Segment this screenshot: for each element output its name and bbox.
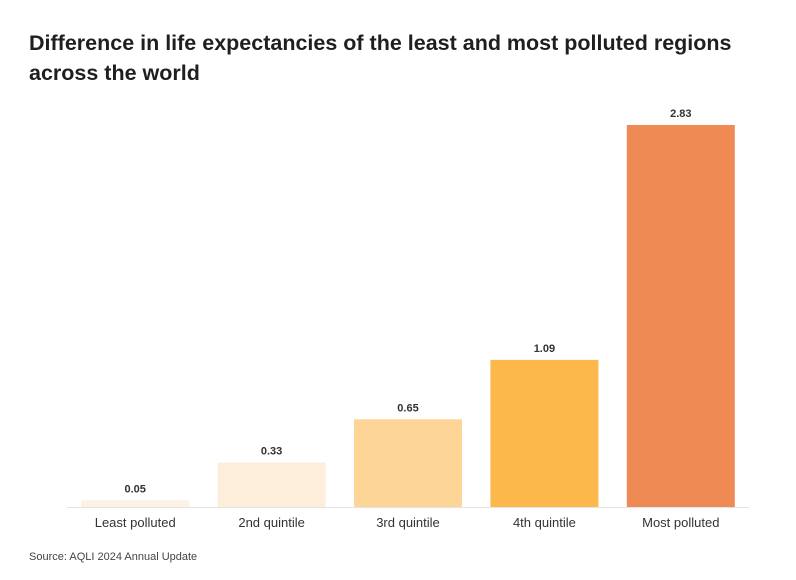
x-tick-label: Least polluted <box>95 515 176 530</box>
chart-title: Difference in life expectancies of the l… <box>29 31 732 85</box>
data-label: 2.83 <box>670 108 691 120</box>
data-label: 0.05 <box>124 483 145 495</box>
x-tick-label: 4th quintile <box>513 515 576 530</box>
bar-4th-quintile <box>490 359 599 507</box>
bar-least-polluted <box>81 500 190 507</box>
x-tick-label: 2nd quintile <box>238 515 305 530</box>
data-label: 1.09 <box>534 343 555 355</box>
x-tick-label: Most polluted <box>642 515 719 530</box>
bar-3rd-quintile <box>354 419 462 507</box>
source-note: Source: AQLI 2024 Annual Update <box>29 551 198 563</box>
x-tick-label: 3rd quintile <box>376 515 440 530</box>
data-label: 0.65 <box>397 402 418 414</box>
bar-2nd-quintile <box>217 462 326 507</box>
bar-most-polluted <box>626 125 735 507</box>
data-label: 0.33 <box>261 445 282 457</box>
